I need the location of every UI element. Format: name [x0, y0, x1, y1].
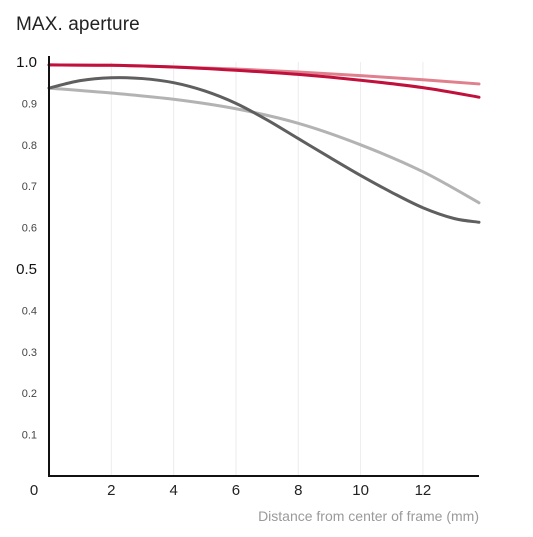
series-line-4: [47, 76, 481, 224]
y-tick-label: 0.3: [22, 347, 37, 359]
y-tick-label: 0.7: [22, 181, 37, 193]
y-tick-label: 0.2: [22, 388, 37, 400]
x-tick-label: 8: [294, 482, 302, 499]
tick-labels: 0 2 4 6 8 10 12 0.1 0.2 0.3 0.4 0.5 0.6 0.7 0.8 0.9 1.0: [16, 54, 431, 499]
series-line-3: [47, 86, 481, 205]
series-line-2: [47, 63, 481, 99]
series-lines: [47, 63, 481, 224]
x-tick-label: 6: [232, 482, 240, 499]
series-line-1: [47, 63, 481, 86]
x-tick-label: 10: [352, 482, 369, 499]
x-tick-label: 2: [107, 482, 115, 499]
x-tick-label: 4: [169, 482, 177, 499]
axes: [48, 56, 479, 477]
x-axis-title: Distance from center of frame (mm): [258, 508, 479, 524]
y-tick-label: 0.1: [22, 430, 37, 442]
chart-title: MAX. aperture: [16, 14, 140, 35]
gridlines: [110, 62, 424, 476]
x-tick-label: 12: [415, 482, 432, 499]
y-tick-label: 0.4: [22, 305, 37, 317]
y-tick-label: 1.0: [16, 54, 37, 71]
y-tick-label: 0.9: [22, 98, 37, 110]
x-tick-label: 0: [30, 482, 38, 499]
y-tick-label: 0.5: [16, 261, 37, 278]
y-tick-label: 0.6: [22, 223, 37, 235]
y-tick-label: 0.8: [22, 140, 37, 152]
